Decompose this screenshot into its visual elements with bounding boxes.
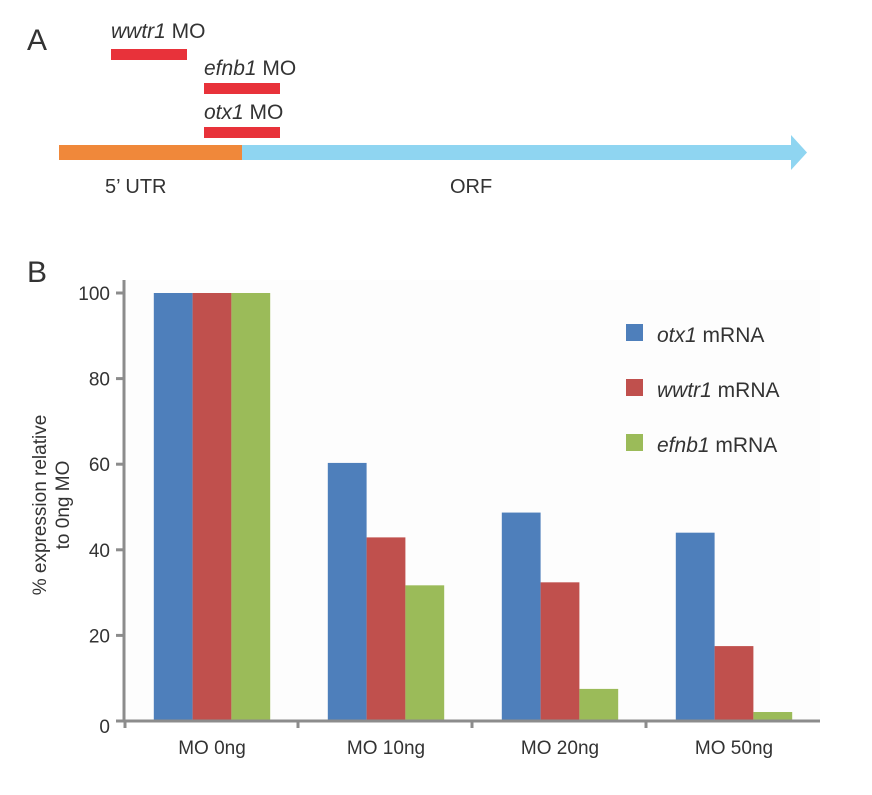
otx1-mo-bar bbox=[204, 127, 280, 138]
y-tick-label: 0 bbox=[99, 717, 110, 738]
legend-gene-efnb1: efnb1 bbox=[657, 434, 710, 457]
y-tick-label: 20 bbox=[89, 626, 110, 647]
y-axis-label-line-1: % expression relative bbox=[30, 415, 51, 596]
x-tick-label: MO 50ng bbox=[695, 738, 773, 759]
efnb1-mo-suffix: MO bbox=[257, 57, 297, 80]
utr-label: 5’ UTR bbox=[105, 176, 166, 198]
legend-swatch-wwtr1 bbox=[626, 379, 643, 396]
wwtr1-mo-bar bbox=[111, 49, 187, 60]
x-tick-label: MO 0ng bbox=[178, 738, 246, 759]
bar-wwtr1-mo-20ng bbox=[540, 582, 580, 721]
otx1-mo-label: otx1 MO bbox=[204, 101, 283, 124]
bar-efnb1-mo-20ng bbox=[579, 688, 619, 721]
wwtr1-mo-label: wwtr1 MO bbox=[111, 20, 206, 43]
legend-swatch-efnb1 bbox=[626, 434, 643, 451]
efnb1-mo-bar bbox=[204, 83, 280, 94]
legend-label-wwtr1: wwtr1 mRNA bbox=[657, 379, 780, 402]
otx1-mo-gene: otx1 bbox=[204, 101, 244, 124]
y-tick-label: 40 bbox=[89, 541, 110, 562]
bar-efnb1-mo-0ng bbox=[231, 293, 271, 721]
bars bbox=[153, 293, 793, 721]
panel-b: B % expression relative to 0ng MO 0 20 40 6… bbox=[27, 256, 820, 759]
y-tick-label: 80 bbox=[89, 370, 110, 391]
legend-suffix: mRNA bbox=[710, 434, 778, 457]
efnb1-mo-label: efnb1 MO bbox=[204, 57, 296, 80]
utr-segment bbox=[59, 145, 242, 160]
bar-otx1-mo-50ng bbox=[675, 532, 715, 721]
legend-gene-wwtr1: wwtr1 bbox=[657, 379, 712, 402]
legend-suffix: mRNA bbox=[712, 379, 780, 402]
x-tick-label: MO 20ng bbox=[521, 738, 599, 759]
efnb1-mo-gene: efnb1 bbox=[204, 57, 257, 80]
legend-label-otx1: otx1 mRNA bbox=[657, 324, 764, 347]
bar-otx1-mo-0ng bbox=[153, 293, 193, 721]
x-tick-label: MO 10ng bbox=[347, 738, 425, 759]
legend-gene-otx1: otx1 bbox=[657, 324, 697, 347]
bar-wwtr1-mo-10ng bbox=[366, 537, 406, 721]
legend-suffix: mRNA bbox=[697, 324, 765, 347]
bar-otx1-mo-10ng bbox=[327, 462, 367, 721]
y-axis-label: % expression relative to 0ng MO bbox=[30, 415, 74, 596]
panel-a-letter: A bbox=[27, 24, 47, 57]
wwtr1-mo-suffix: MO bbox=[166, 20, 206, 43]
panel-a: A wwtr1 MO efnb1 MO otx1 MO 5’ UTR ORF bbox=[27, 20, 807, 198]
wwtr1-mo-gene: wwtr1 bbox=[111, 20, 166, 43]
bar-efnb1-mo-50ng bbox=[753, 712, 793, 721]
y-axis-label-line-2: to 0ng MO bbox=[53, 461, 74, 550]
bar-wwtr1-mo-0ng bbox=[192, 293, 232, 721]
orf-label: ORF bbox=[450, 176, 492, 198]
axes: 0 20 40 60 80 100 MO 0ng MO 10ng MO 20ng MO 50ng bbox=[78, 280, 820, 759]
otx1-mo-suffix: MO bbox=[244, 101, 284, 124]
bar-wwtr1-mo-50ng bbox=[714, 646, 754, 721]
orf-arrowhead-icon bbox=[791, 135, 807, 170]
y-tick-label: 100 bbox=[78, 284, 110, 305]
y-tick-label: 60 bbox=[89, 455, 110, 476]
bar-otx1-mo-20ng bbox=[501, 512, 541, 721]
orf-segment bbox=[242, 145, 794, 160]
panel-b-letter: B bbox=[27, 256, 47, 289]
legend-swatch-otx1 bbox=[626, 324, 643, 341]
legend-label-efnb1: efnb1 mRNA bbox=[657, 434, 777, 457]
bar-efnb1-mo-10ng bbox=[405, 585, 445, 721]
